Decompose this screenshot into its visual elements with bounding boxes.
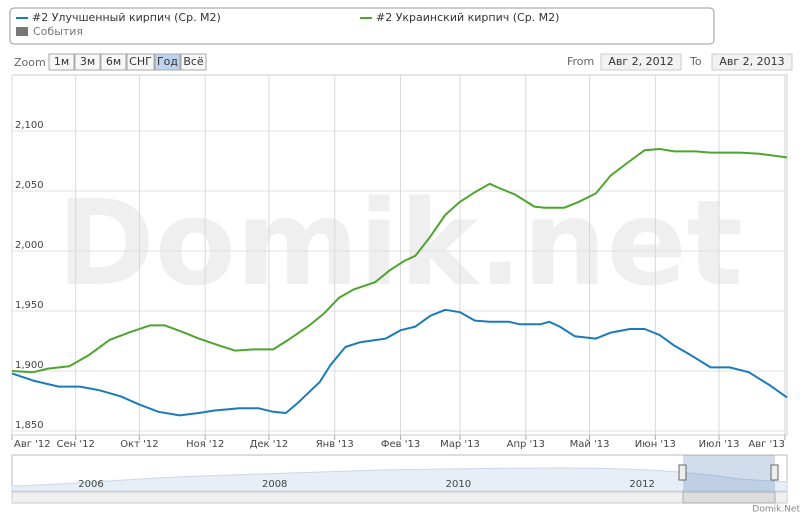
navigator-selection[interactable]	[683, 455, 775, 491]
zoom-label: Zoom	[14, 56, 46, 69]
y-tick-label: 1,850	[15, 420, 44, 431]
zoom-button[interactable]	[180, 53, 207, 71]
to-date[interactable]: Авг 2, 2013	[719, 55, 784, 68]
from-input[interactable]	[600, 53, 682, 71]
zoom-button-label[interactable]: 1м	[54, 55, 69, 68]
zoom-button[interactable]	[100, 53, 127, 71]
legend-box	[9, 7, 715, 45]
x-tick-label: Июн '13	[635, 439, 676, 450]
x-tick-label: Сен '12	[57, 439, 95, 450]
x-tick-label: Июл '13	[699, 439, 740, 450]
credit: Domik.Net	[752, 505, 800, 515]
navigator-handle[interactable]	[770, 464, 779, 481]
x-tick-label: Дек '12	[250, 439, 289, 450]
x-tick-label: Май '13	[570, 439, 610, 450]
scrollbar-thumb[interactable]	[682, 491, 776, 504]
zoom-button[interactable]	[126, 53, 155, 71]
x-tick-label: Окт '12	[120, 439, 158, 450]
zoom-button-label[interactable]: 6м	[106, 55, 121, 68]
to-input[interactable]	[711, 53, 793, 71]
x-tick-label: Авг '13	[748, 439, 785, 450]
legend-events[interactable]: События	[33, 25, 83, 38]
navigator-label: 2008	[262, 479, 287, 490]
zoom-button-label[interactable]: Всё	[183, 55, 204, 68]
from-label: From	[567, 55, 594, 68]
zoom-button-label[interactable]: СНГ	[129, 55, 152, 68]
zoom-button-label[interactable]: 3м	[80, 55, 95, 68]
events-icon	[16, 27, 28, 36]
legend-label[interactable]: #2 Улучшенный кирпич (Ср. M2)	[32, 11, 221, 24]
y-tick-label: 2,100	[15, 120, 44, 131]
zoom-button[interactable]	[48, 53, 75, 71]
legend-label[interactable]: #2 Украинский кирпич (Ср. M2)	[376, 11, 559, 24]
zoom-button-label[interactable]: Год	[157, 55, 178, 68]
y-tick-label: 2,000	[15, 240, 44, 251]
zoom-button[interactable]	[154, 53, 181, 71]
from-date[interactable]: Авг 2, 2012	[608, 55, 673, 68]
x-tick-label: Мар '13	[440, 439, 480, 450]
y-tick-label: 1,900	[15, 360, 44, 371]
navigator-label: 2010	[446, 479, 471, 490]
navigator-label: 2012	[629, 479, 654, 490]
x-tick-label: Фев '13	[381, 439, 420, 450]
zoom-button[interactable]	[74, 53, 101, 71]
y-tick-label: 2,050	[15, 180, 44, 191]
y-tick-label: 1,950	[15, 300, 44, 311]
x-tick-label: Апр '13	[507, 439, 545, 450]
navigator-handle[interactable]	[678, 464, 687, 481]
navigator-label: 2006	[78, 479, 103, 490]
scrollbar[interactable]	[11, 491, 788, 504]
series-line	[11, 148, 788, 374]
series-line	[11, 308, 788, 417]
x-tick-label: Авг '12	[14, 439, 51, 450]
x-tick-label: Ноя '12	[186, 439, 224, 450]
x-tick-label: Янв '13	[316, 439, 354, 450]
watermark: Domik.net	[57, 174, 743, 312]
to-label: To	[689, 55, 702, 68]
navigator-area	[11, 467, 788, 492]
